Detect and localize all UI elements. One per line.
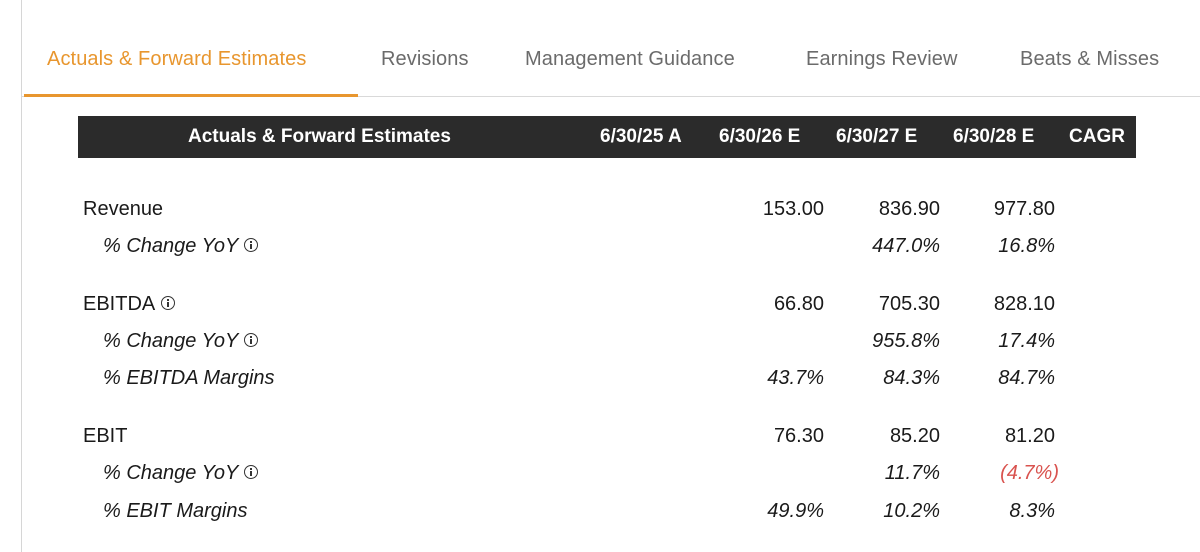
table-cell: 447.0% — [872, 235, 940, 257]
column-header-fy28[interactable]: 6/30/28 E — [953, 126, 1035, 147]
active-tab-indicator — [24, 94, 358, 97]
row-label-text: EBITDA — [83, 293, 156, 315]
table-cell: 705.30 — [878, 293, 940, 315]
negative-value-cell: (4.7%) — [1000, 462, 1059, 484]
table-title: Actuals & Forward Estimates — [188, 126, 451, 147]
row-label-ebit-margins: % EBIT Margins — [103, 500, 248, 522]
column-header-fy25[interactable]: 6/30/25 A — [600, 126, 682, 147]
table-cell: 16.8% — [998, 235, 1055, 257]
info-icon[interactable] — [244, 237, 259, 252]
table-cell: 66.80 — [773, 293, 824, 315]
row-label-ebit: EBIT — [83, 425, 128, 447]
table-cell: 81.20 — [1004, 425, 1055, 447]
tab-management-guidance[interactable]: Management Guidance — [525, 48, 735, 70]
tab-revisions[interactable]: Revisions — [381, 48, 469, 70]
table-cell: 49.9% — [767, 500, 824, 522]
table-cell: 84.7% — [998, 367, 1055, 389]
table-cell: 85.20 — [889, 425, 940, 447]
column-header-fy26[interactable]: 6/30/26 E — [719, 126, 801, 147]
row-label-revenue: Revenue — [83, 198, 164, 220]
tab-bar: Actuals & Forward Estimates Revisions Ma… — [22, 0, 1200, 97]
table-cell: 153.00 — [762, 198, 824, 220]
row-label-ebitda: EBITDA — [83, 293, 176, 316]
row-label-text: % Change YoY — [103, 235, 239, 257]
table-cell: 836.90 — [878, 198, 940, 220]
row-label-ebitda-change-yoy: % Change YoY — [103, 330, 259, 353]
table-cell: 84.3% — [883, 367, 940, 389]
table-cell: 955.8% — [872, 330, 940, 352]
column-header-fy27[interactable]: 6/30/27 E — [836, 126, 918, 147]
row-label-ebit-change-yoy: % Change YoY — [103, 462, 259, 485]
table-cell: 17.4% — [998, 330, 1055, 352]
table-cell: 8.3% — [1009, 500, 1055, 522]
info-icon[interactable] — [244, 464, 259, 479]
row-label-ebitda-margins: % EBITDA Margins — [103, 367, 275, 389]
estimates-panel: Actuals & Forward Estimates Revisions Ma… — [21, 0, 1200, 552]
table-cell: 10.2% — [883, 500, 940, 522]
info-icon[interactable] — [161, 295, 176, 310]
tab-earnings-review[interactable]: Earnings Review — [806, 48, 958, 70]
row-label-text: % Change YoY — [103, 330, 239, 352]
table-cell: 828.10 — [993, 293, 1055, 315]
table-cell: 977.80 — [993, 198, 1055, 220]
table-header: Actuals & Forward Estimates 6/30/25 A 6/… — [78, 116, 1136, 158]
row-label-text: % Change YoY — [103, 462, 239, 484]
column-header-cagr[interactable]: CAGR — [1069, 126, 1125, 147]
tab-beats-misses[interactable]: Beats & Misses — [1020, 48, 1160, 70]
table-cell: 11.7% — [884, 462, 940, 484]
tab-actuals-forward-estimates[interactable]: Actuals & Forward Estimates — [47, 48, 307, 70]
info-icon[interactable] — [244, 332, 259, 347]
row-label-revenue-change-yoy: % Change YoY — [103, 235, 259, 258]
table-cell: 43.7% — [767, 367, 824, 389]
table-cell: 76.30 — [773, 425, 824, 447]
